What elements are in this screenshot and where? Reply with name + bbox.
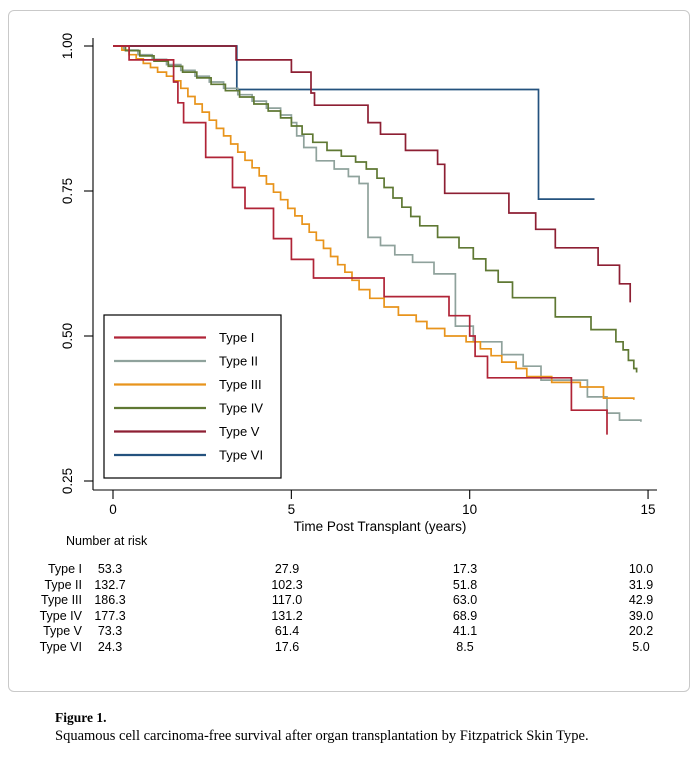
legend-label: Type IV (219, 401, 263, 416)
risk-row-label: Type IV (39, 608, 82, 623)
risk-value: 8.5 (456, 639, 474, 654)
y-tick-label: 0.75 (60, 178, 75, 204)
risk-value: 132.7 (94, 577, 126, 592)
risk-value: 42.9 (628, 593, 654, 607)
risk-row: Type II 132.7 102.3 51.8 31.9 (0, 578, 700, 594)
curve-type-iv (113, 45, 638, 373)
figure-caption-label: Figure 1. (55, 710, 107, 725)
figure-caption: Figure 1. Squamous cell carcinoma-free s… (55, 710, 675, 745)
x-axis-title: Time Post Transplant (years) (294, 519, 467, 534)
risk-value: 63.0 (452, 593, 478, 607)
y-axis-ticks: 1.00 0.75 0.50 0.25 (60, 33, 93, 494)
chart-legend: Type I Type II Type III Type IV Type V Type V… (103, 314, 282, 479)
x-tick-label: 0 (109, 502, 117, 517)
y-tick-label: 0.50 (60, 323, 75, 349)
risk-row: Type III 186.3 117.0 63.0 42.9 (0, 593, 700, 609)
risk-value: 20.2 (628, 624, 654, 638)
curve-type-iii (113, 45, 635, 400)
risk-row: Type V 73.3 61.4 41.1 20.2 (0, 624, 700, 640)
legend-box (103, 314, 282, 479)
risk-value: 17.6 (274, 639, 300, 654)
figure-caption-text: Squamous cell carcinoma-free survival af… (55, 728, 589, 744)
x-tick-label: 5 (288, 502, 296, 517)
risk-value: 5.0 (632, 639, 650, 654)
y-tick-label: 0.25 (60, 468, 75, 494)
risk-row-label: Type II (44, 577, 82, 592)
number-at-risk-section: Number at risk Type I 53.3 27.9 17.3 10.0 Typ… (0, 0, 700, 654)
legend-label: Type I (219, 330, 254, 345)
risk-value: 117.0 (271, 593, 303, 607)
risk-value: 31.9 (628, 577, 654, 592)
y-tick-label: 1.00 (60, 33, 75, 59)
x-axis-ticks: 0 5 10 15 (109, 490, 656, 517)
risk-row: Type IV 177.3 131.2 68.9 39.0 (0, 609, 700, 625)
risk-row: Type I 53.3 27.9 17.3 10.0 (0, 562, 700, 578)
risk-value: 27.9 (274, 562, 300, 576)
risk-row-label: Type V (43, 624, 82, 638)
curve-type-i (113, 45, 608, 435)
risk-value: 186.3 (94, 593, 126, 607)
legend-label: Type V (219, 424, 260, 439)
risk-row-label: Type I (47, 562, 82, 576)
risk-value: 53.3 (97, 562, 123, 576)
survival-curves (113, 45, 642, 435)
risk-value: 131.2 (271, 608, 303, 623)
curve-type-v (113, 45, 632, 303)
risk-value: 10.0 (628, 562, 654, 576)
risk-value: 61.4 (274, 624, 300, 638)
number-at-risk-title: Number at risk (66, 534, 148, 548)
x-tick-label: 10 (462, 502, 477, 517)
risk-value: 24.3 (97, 639, 123, 654)
risk-row-label: Type III (41, 593, 82, 607)
risk-value: 51.8 (452, 577, 478, 592)
risk-row: Type VI 24.3 17.6 8.5 5.0 (0, 640, 700, 656)
risk-value: 39.0 (628, 608, 654, 623)
risk-value: 68.9 (452, 608, 478, 623)
legend-label: Type VI (219, 448, 263, 463)
risk-value: 41.1 (452, 624, 478, 638)
risk-value: 102.3 (271, 577, 303, 592)
risk-value: 73.3 (97, 624, 123, 638)
curve-type-ii (113, 45, 642, 422)
risk-value: 17.3 (452, 562, 478, 576)
legend-label: Type III (219, 377, 262, 392)
risk-row-label: Type VI (39, 639, 82, 654)
risk-value: 177.3 (94, 608, 126, 623)
x-tick-label: 15 (641, 502, 656, 517)
legend-label: Type II (219, 354, 258, 369)
